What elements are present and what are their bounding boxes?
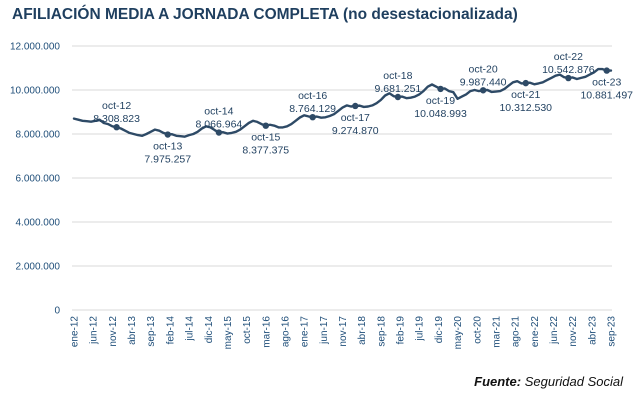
y-tick-label: 12.000.000: [10, 42, 60, 53]
y-tick-label: 4.000.000: [16, 218, 61, 229]
annotation-value: 10.312.530: [499, 102, 552, 114]
y-tick-label: 6.000.000: [16, 174, 61, 185]
data-point-marker: [565, 74, 572, 82]
y-tick-label: 10.000.000: [10, 86, 60, 97]
x-tick-label: feb-14: [165, 316, 176, 345]
annotation-value: 9.681.251: [375, 83, 422, 95]
y-axis: 0 2.000.000 4.000.000 6.000.000 8.000.000 10.…: [10, 42, 61, 317]
x-tick-label: dic-19: [434, 316, 445, 344]
series-line: [72, 67, 613, 138]
data-point-marker: [603, 67, 610, 74]
source-label: Fuente:: [474, 374, 522, 389]
annotation-value: 8.764.129: [289, 103, 336, 115]
annotation-date: oct-16: [298, 90, 327, 102]
grid-lines: [72, 45, 612, 311]
annotation-value: 9.987.440: [460, 76, 507, 88]
x-tick-label: sep-23: [607, 316, 618, 347]
data-point-marker: [309, 113, 316, 121]
annotation-value: 10.048.993: [414, 108, 467, 120]
x-tick-label: may-20: [453, 316, 464, 350]
annotation-date: oct-15: [251, 132, 280, 144]
x-tick-label: oct-20: [472, 316, 483, 344]
annotation-value: 9.274.870: [332, 125, 379, 137]
data-point-marker: [262, 122, 269, 129]
x-tick-label: ago-16: [280, 316, 291, 348]
x-tick-label: abr-23: [587, 316, 598, 345]
annotation-date: oct-21: [511, 89, 540, 101]
x-tick-label: feb-19: [396, 316, 407, 345]
x-tick-label: mar-16: [261, 316, 272, 348]
x-tick-label: may-15: [223, 316, 234, 350]
annotation-value: 8.066.964: [196, 119, 243, 131]
data-point-marker: [394, 93, 402, 101]
source-text: Seguridad Social: [524, 374, 623, 389]
x-tick-label: ene-12: [70, 316, 81, 348]
x-tick-label: abr-18: [357, 316, 368, 345]
x-tick-label: mar-21: [491, 316, 502, 348]
x-tick-label: jun-12: [89, 316, 100, 345]
x-tick-label: jun-22: [549, 316, 560, 345]
data-point-marker: [164, 131, 171, 138]
source-note: Fuente: Seguridad Social: [474, 374, 623, 389]
data-point-marker: [479, 87, 487, 94]
annotation-value: 10.542.876: [542, 64, 595, 76]
data-point-marker: [352, 102, 359, 110]
y-tick-label: 0: [54, 306, 60, 317]
x-tick-label: dic-14: [204, 316, 215, 344]
annotation-date: oct-20: [469, 63, 498, 75]
data-point-marker: [522, 79, 529, 87]
x-tick-label: nov-22: [568, 316, 579, 347]
chart-title: AFILIACIÓN MEDIA A JORNADA COMPLETA (no …: [12, 6, 518, 23]
annotation-value: 8.308.823: [93, 113, 140, 125]
y-tick-label: 2.000.000: [16, 262, 61, 273]
x-tick-label: sep-18: [376, 316, 387, 347]
annotation-value: 10.881.497: [580, 90, 633, 102]
x-tick-label: jun-17: [319, 316, 330, 345]
annotation-date: oct-23: [592, 77, 621, 89]
x-tick-label: nov-12: [108, 316, 119, 347]
x-tick-label: ene-17: [300, 316, 311, 348]
x-tick-label: nov-17: [338, 316, 349, 347]
annotation-value: 7.975.257: [144, 154, 191, 166]
annotation-date: oct-13: [153, 141, 182, 153]
annotation-date: oct-22: [554, 51, 583, 63]
x-tick-label: sep-13: [146, 316, 157, 347]
annotation-value: 8.377.375: [242, 145, 289, 157]
annotation-date: oct-18: [383, 70, 412, 82]
x-tick-label: jul-19: [415, 316, 426, 342]
x-tick-label: jul-14: [185, 316, 196, 342]
x-axis: ene-12 jun-12 nov-12 abr-13 sep-13 feb-14 jul-…: [70, 316, 618, 350]
x-tick-label: oct-15: [242, 316, 253, 344]
annotation-date: oct-17: [341, 112, 370, 124]
data-point-marker: [215, 129, 223, 136]
annotation-date: oct-19: [426, 95, 455, 107]
y-tick-label: 8.000.000: [16, 130, 61, 141]
x-tick-label: ago-21: [511, 316, 522, 348]
series-layer: [72, 67, 613, 138]
annotation-date: oct-14: [204, 106, 233, 118]
x-tick-label: abr-13: [127, 316, 138, 345]
data-point-marker: [437, 85, 444, 93]
annotations-layer: oct-128.308.823 oct-137.975.257 oct-148.06…: [93, 51, 633, 165]
x-tick-label: ene-22: [530, 316, 541, 348]
data-point-marker: [113, 124, 120, 131]
annotation-date: oct-12: [102, 100, 131, 112]
